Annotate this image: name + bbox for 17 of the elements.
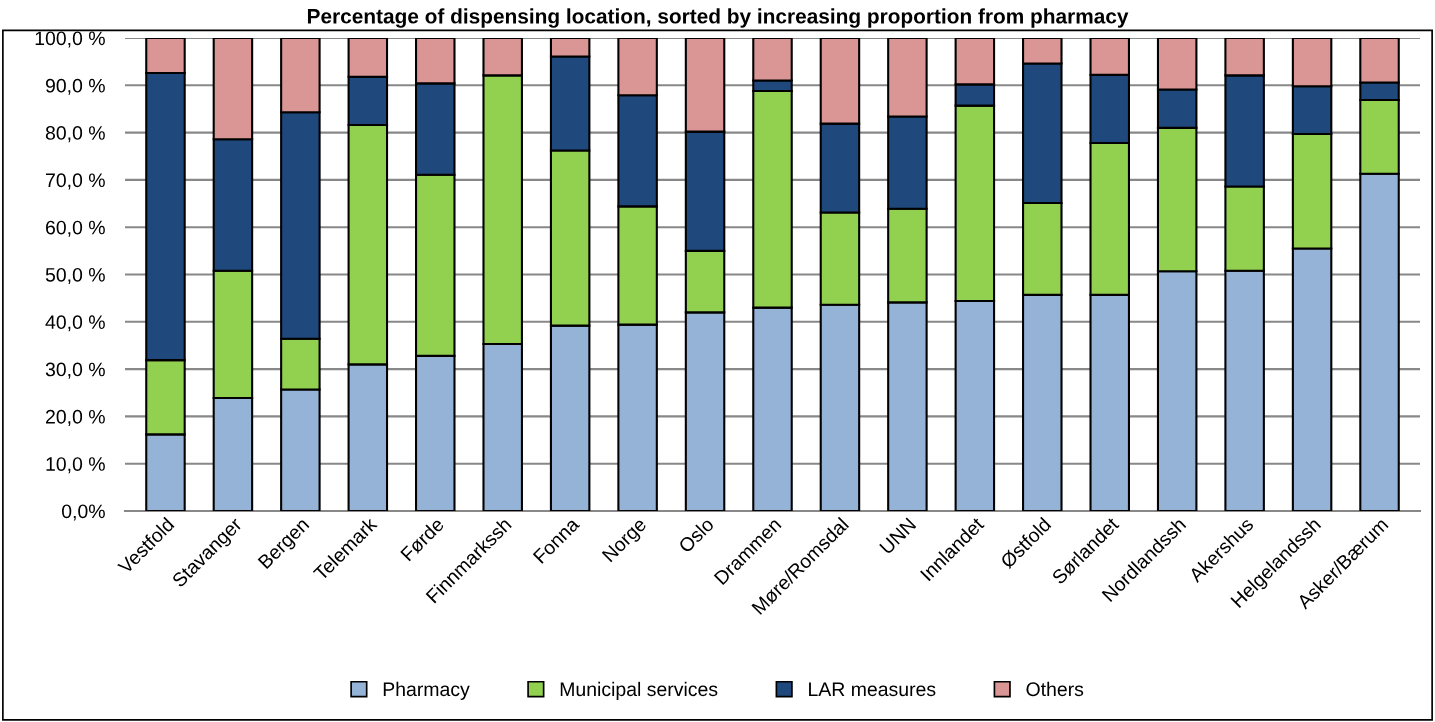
- chart-title: Percentage of dispensing location, sorted by increasing proportion from pharmacy: [307, 8, 1129, 28]
- y-tick-label: 30,0 %: [45, 362, 105, 379]
- legend-label: Others: [1026, 681, 1084, 697]
- y-tick-label: 0,0%: [62, 504, 105, 521]
- legend-label: Municipal services: [560, 681, 718, 700]
- y-tick-label: 40,0 %: [45, 315, 105, 332]
- y-tick-label: 90,0 %: [45, 78, 105, 95]
- y-tick-label: 50,0 %: [45, 267, 105, 285]
- legend-label: Pharmacy: [383, 681, 470, 700]
- y-tick-label: 80,0 %: [45, 126, 105, 143]
- x-tick-label: Oslo: [677, 516, 715, 554]
- legend-label: LAR measures: [809, 682, 936, 697]
- y-tick-label: 10,0 %: [46, 457, 105, 474]
- y-tick-label: 60,0 %: [46, 220, 105, 237]
- y-tick-label: 70,0 %: [46, 173, 105, 190]
- y-tick-label: 20,0 %: [46, 409, 105, 426]
- y-tick-label: 100,0 %: [35, 31, 105, 48]
